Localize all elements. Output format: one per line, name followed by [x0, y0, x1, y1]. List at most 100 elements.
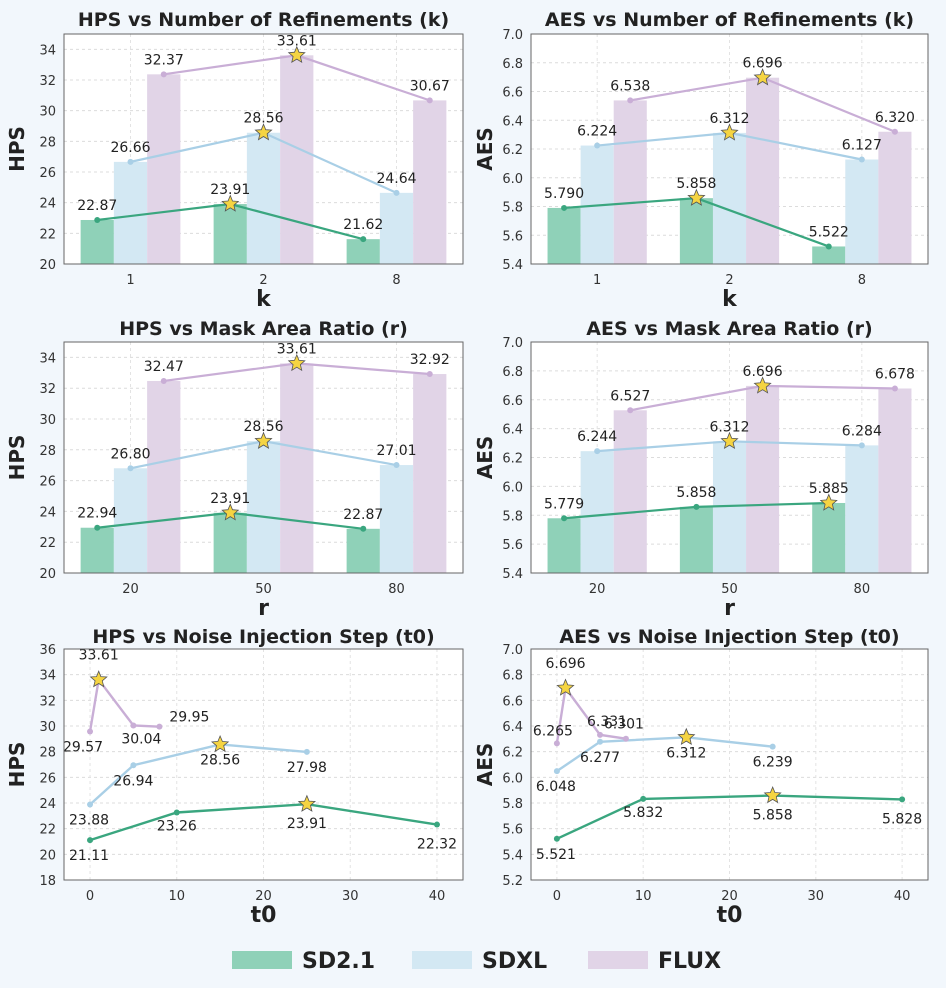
- bar-flux-2: [746, 77, 780, 264]
- data-point: [561, 204, 568, 211]
- best-star-marker: [221, 503, 240, 521]
- bar-sd21-50: [679, 506, 713, 573]
- x-tick-label: 40: [429, 889, 446, 904]
- data-label: 21.62: [343, 217, 383, 233]
- data-point: [360, 236, 367, 243]
- x-tick-label: 80: [854, 582, 871, 597]
- y-tick-label: 34: [39, 669, 56, 684]
- x-tick-label: 20: [255, 889, 272, 904]
- data-point: [640, 795, 647, 802]
- plot-frame: [63, 33, 464, 265]
- y-tick-label: 26: [39, 166, 56, 181]
- data-label: 5.885: [809, 481, 849, 497]
- y-tick-label: 22: [39, 823, 56, 838]
- data-label: 5.858: [676, 176, 716, 192]
- y-tick-label: 5.6: [502, 538, 523, 553]
- data-point: [127, 465, 134, 472]
- bar-sdxl-2: [712, 132, 747, 264]
- best-star-marker: [254, 431, 273, 449]
- data-label: 22.87: [343, 507, 383, 523]
- y-tick-label: 6.8: [502, 365, 523, 380]
- data-label: 24.64: [376, 171, 416, 187]
- y-tick-label: 30: [39, 413, 56, 428]
- bar-flux-50: [746, 385, 780, 573]
- bar-flux-1: [147, 74, 181, 265]
- y-axis-label: AES: [473, 743, 497, 787]
- best-star-marker: [211, 734, 230, 753]
- data-label: 6.527: [610, 388, 650, 404]
- y-tick-label: 7.0: [502, 643, 523, 658]
- data-point: [87, 728, 94, 735]
- data-label: 23.91: [287, 816, 327, 832]
- data-point: [360, 525, 367, 532]
- data-label: 5.522: [809, 224, 849, 240]
- x-axis-label: t0: [717, 903, 743, 928]
- data-label: 21.11: [69, 848, 109, 864]
- data-label: 6.312: [709, 111, 749, 127]
- series-line-flux: [555, 684, 627, 744]
- y-tick-label: 32: [39, 694, 56, 709]
- y-tick-label: 34: [39, 351, 56, 366]
- data-point: [597, 731, 604, 738]
- y-axis-label: AES: [473, 127, 497, 171]
- bar-flux-2: [280, 55, 314, 265]
- data-point: [553, 768, 560, 775]
- y-tick-label: 6.0: [502, 480, 523, 495]
- data-point: [127, 158, 134, 165]
- data-label: 23.26: [157, 818, 197, 834]
- plot-frame: [63, 341, 464, 574]
- y-tick-label: 28: [39, 444, 56, 459]
- y-tick-label: 5.4: [502, 567, 523, 582]
- series-line-flux: [88, 676, 160, 732]
- best-star-marker: [89, 670, 108, 688]
- x-tick-label: 0: [86, 889, 94, 904]
- data-label: 6.244: [577, 429, 617, 445]
- best-star-marker: [287, 353, 306, 372]
- bar-sd21-1: [547, 207, 581, 264]
- data-label: 5.779: [544, 496, 584, 512]
- y-tick-label: 36: [39, 643, 56, 658]
- legend: SD2.1 SDXL FLUX: [232, 949, 721, 974]
- data-point: [160, 71, 167, 78]
- x-tick-label: 1: [593, 273, 601, 288]
- data-point: [891, 385, 898, 392]
- data-point: [303, 748, 310, 755]
- data-label: 6.320: [875, 110, 915, 126]
- y-tick-label: 6.4: [502, 423, 523, 438]
- data-point: [627, 97, 634, 104]
- y-tick-label: 26: [39, 475, 56, 490]
- chart-panel-3: 20 22 24 26 28 30 32 34 20 50 80 22.94 23.91 22.87 26.…: [5, 318, 464, 621]
- data-label: 6.538: [610, 78, 650, 94]
- data-point: [825, 243, 832, 250]
- data-label: 6.301: [604, 717, 644, 733]
- x-axis-label: r: [258, 596, 269, 621]
- x-tick-label: 2: [259, 273, 267, 288]
- y-tick-label: 20: [39, 258, 56, 273]
- data-label: 29.57: [63, 740, 103, 756]
- x-tick-label: 30: [342, 889, 359, 904]
- best-star-marker: [556, 678, 575, 696]
- bar-flux-80: [878, 388, 912, 573]
- best-star-marker: [287, 45, 306, 64]
- best-star-marker: [687, 188, 706, 206]
- y-tick-label: 20: [39, 848, 56, 863]
- data-label: 6.696: [545, 656, 585, 672]
- data-label: 33.61: [277, 341, 317, 357]
- data-label: 5.832: [623, 805, 663, 821]
- x-tick-label: 50: [721, 582, 738, 597]
- x-tick-label: 10: [168, 889, 185, 904]
- data-point: [594, 448, 601, 455]
- data-label: 5.858: [753, 808, 793, 824]
- x-axis-label: k: [256, 287, 272, 312]
- data-label: 6.239: [753, 755, 793, 771]
- data-label: 28.56: [243, 419, 283, 435]
- data-point: [769, 743, 776, 750]
- y-tick-label: 6.0: [502, 771, 523, 786]
- data-label: 27.98: [287, 760, 327, 776]
- data-label: 6.265: [533, 723, 573, 739]
- y-tick-label: 6.0: [502, 172, 523, 187]
- best-star-marker: [677, 727, 696, 746]
- y-axis-label: HPS: [5, 126, 29, 172]
